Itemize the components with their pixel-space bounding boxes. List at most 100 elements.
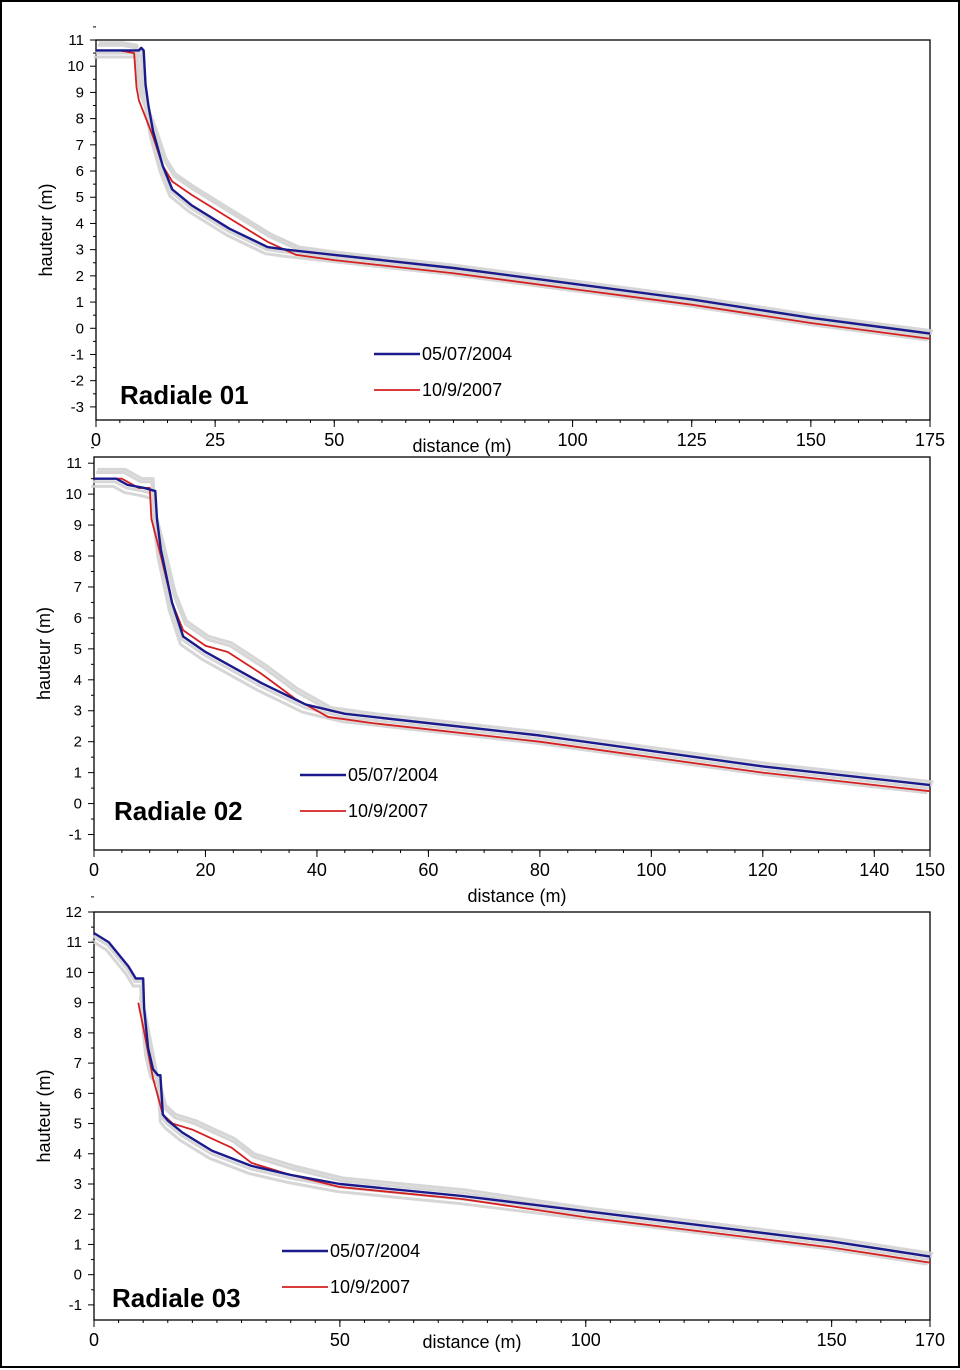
y-tick-label: 2 [76, 268, 84, 285]
y-tick-label: 0 [74, 1267, 82, 1284]
x-tick-label: 100 [571, 1330, 601, 1350]
y-tick-label: 8 [74, 548, 82, 565]
y-tick-label: 5 [76, 189, 84, 206]
y-tick-label: 6 [74, 610, 82, 627]
y-tick-label: 3 [76, 242, 84, 259]
envelope-line [98, 41, 934, 333]
envelope-line [93, 52, 928, 342]
envelope-band [91, 467, 934, 795]
y-tick-label: 9 [76, 84, 84, 101]
y-tick-label: -3 [71, 399, 84, 416]
y-tick-label: 7 [74, 579, 82, 596]
series-line-2007 [137, 1002, 931, 1264]
x-tick-label: 0 [89, 860, 99, 880]
y-tick-label: 11 [68, 32, 84, 49]
y-tick-label: 10 [65, 486, 82, 503]
y-tick-label: 2 [74, 1206, 82, 1223]
x-axis-label: distance (m) [412, 436, 511, 456]
y-tick-label: 12 [65, 904, 82, 921]
series-line-2004 [93, 932, 931, 1258]
x-tick-label: 25 [205, 430, 225, 450]
y-tick-label: 4 [76, 215, 84, 232]
series-line-2004 [94, 477, 931, 787]
x-tick-label: 20 [195, 860, 215, 880]
legend-label: 10/9/2007 [348, 801, 428, 821]
panel-title: Radiale 02 [114, 796, 243, 826]
y-tick-label: 6 [76, 163, 84, 180]
y-tick-label: 1 [74, 1236, 82, 1253]
plot-frame [93, 456, 931, 851]
x-tick-label: 175 [915, 430, 945, 450]
envelope-band [93, 41, 934, 342]
legend-label: 05/07/2004 [422, 344, 512, 364]
x-tick-label: 100 [636, 860, 666, 880]
legend-label: 10/9/2007 [330, 1277, 410, 1297]
panel-title: Radiale 03 [112, 1283, 241, 1313]
y-tick-label: 10 [65, 964, 82, 981]
x-tick-label: 120 [748, 860, 778, 880]
y-axis-label: hauteur (m) [34, 1069, 54, 1162]
x-tick-label: 0 [89, 1330, 99, 1350]
envelope-line [90, 939, 928, 1266]
y-tick-label: 5 [74, 641, 82, 658]
x-tick-label: 40 [307, 860, 327, 880]
x-tick-label: 60 [418, 860, 438, 880]
x-tick-label: 150 [817, 1330, 847, 1350]
x-tick-label: 170 [915, 1330, 945, 1350]
x-tick-label: 0 [91, 430, 101, 450]
x-tick-label: 100 [558, 430, 588, 450]
chart-panel-2: -1 0 1 2 3 4 5 6 7 8 9 10 11 0 20 40 60 80 100 120 140 150 dis… [34, 447, 945, 906]
plot-frame [95, 39, 931, 421]
legend-label: 10/9/2007 [422, 380, 502, 400]
envelope-line [97, 467, 934, 784]
y-tick-label: 4 [74, 672, 82, 689]
y-tick-label: 0 [76, 320, 84, 337]
x-tick-label: 50 [330, 1330, 350, 1350]
y-tick-label: 8 [74, 1025, 82, 1042]
y-tick-label: 10 [67, 58, 84, 75]
chart-panel-1: -3 -2 -1 0 1 2 3 4 5 6 7 8 9 10 11 0 25 50 100 125 150 175 dis… [36, 26, 945, 456]
legend-label: 05/07/2004 [330, 1241, 420, 1261]
envelope-line [138, 996, 933, 1259]
envelope-line [97, 43, 933, 336]
series-line-2007 [94, 477, 931, 793]
y-tick-label: 9 [74, 517, 82, 534]
envelope-line [95, 48, 930, 338]
y-tick-label: 11 [66, 934, 82, 951]
y-tick-label: 8 [76, 111, 84, 128]
y-tick-label: 11 [66, 455, 82, 472]
y-tick-label: 5 [74, 1116, 82, 1133]
x-tick-label: 80 [530, 860, 550, 880]
y-tick-label: 1 [76, 294, 84, 311]
y-tick-label: 4 [74, 1146, 82, 1163]
y-tick-label: 7 [76, 137, 84, 154]
y-tick-label: 0 [74, 796, 82, 813]
y-tick-label: -2 [71, 373, 84, 390]
x-tick-label: 140 [859, 860, 889, 880]
y-axis-label: hauteur (m) [36, 183, 56, 276]
y-tick-label: 7 [74, 1055, 82, 1072]
x-tick-label: 150 [915, 860, 945, 880]
envelope-line [92, 480, 930, 790]
y-tick-label: -1 [71, 346, 84, 363]
plot-frame [93, 911, 931, 1321]
y-tick-label: -1 [69, 1297, 82, 1314]
x-tick-label: 150 [796, 430, 826, 450]
x-tick-label: 50 [324, 430, 344, 450]
y-tick-label: 1 [74, 765, 82, 782]
y-tick-label: 2 [74, 734, 82, 751]
series-line-2007 [96, 49, 931, 340]
x-axis-label: distance (m) [467, 886, 566, 906]
y-axis-label: hauteur (m) [34, 607, 54, 700]
x-tick-label: 125 [677, 430, 707, 450]
x-axis-label: distance (m) [422, 1332, 521, 1352]
envelope-line [91, 484, 928, 795]
y-tick-label: 9 [74, 995, 82, 1012]
y-tick-label: 3 [74, 703, 82, 720]
envelope-band [90, 934, 934, 1266]
y-tick-label: 3 [74, 1176, 82, 1193]
legend-label: 05/07/2004 [348, 765, 438, 785]
